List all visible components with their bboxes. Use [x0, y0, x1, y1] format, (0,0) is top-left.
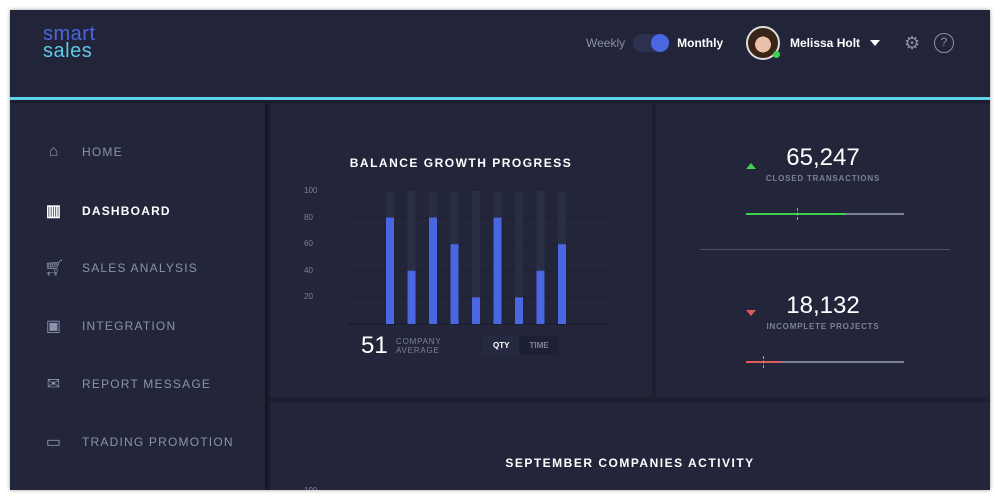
user-menu[interactable]: Melissa Holt: [746, 26, 881, 60]
trend-up-icon: [746, 163, 756, 169]
balance-chart: [348, 190, 610, 325]
weekly-label[interactable]: Weekly: [586, 36, 626, 50]
closed-progress-bar: [746, 208, 904, 220]
bar-track: [515, 191, 523, 324]
sidebar-item-label: SALES ANALYSIS: [82, 261, 198, 275]
incomplete-progress-bar: [746, 356, 904, 368]
logo[interactable]: smart sales: [43, 23, 96, 62]
tab-time[interactable]: TIME: [529, 341, 549, 350]
mail-icon: ✉: [46, 376, 62, 393]
sidebar-item-trading-promotion[interactable]: ▭ TRADING PROMOTION: [44, 432, 234, 452]
stat-incomplete-projects: 18,132 INCOMPLETE PROJECTS: [656, 292, 990, 331]
stat-label: INCOMPLETE PROJECTS: [766, 322, 880, 331]
app-window: smart sales Weekly Monthly Melissa Holt ⚙…: [10, 10, 990, 490]
sidebar-item-label: HOME: [82, 145, 123, 159]
bar[interactable]: [386, 217, 394, 324]
sidebar-item-label: REPORT MESSAGE: [82, 377, 212, 391]
online-status-dot: [773, 51, 780, 58]
cart-icon: 🛒︎: [44, 260, 66, 277]
switch-knob: [651, 34, 670, 52]
progress-fill: [746, 213, 846, 215]
bar[interactable]: [407, 270, 416, 324]
image-icon: ▣: [45, 318, 63, 335]
y-tick: 100: [304, 186, 318, 195]
sidebar-item-integration[interactable]: ▣ INTEGRATION: [44, 316, 176, 336]
bar[interactable]: [558, 244, 566, 324]
y-tick: 20: [304, 292, 313, 302]
sidebar-item-home[interactable]: ⌂ HOME: [44, 143, 123, 161]
activity-title: SEPTEMBER COMPANIES ACTIVITY: [505, 456, 755, 470]
bar[interactable]: [515, 297, 523, 324]
home-icon: ⌂: [48, 143, 60, 160]
caret-down-icon[interactable]: [870, 40, 881, 46]
label-line: AVERAGE: [396, 346, 440, 355]
trend-down-icon: [746, 310, 756, 316]
bar[interactable]: [472, 297, 480, 324]
sidebar-item-report-message[interactable]: ✉ REPORT MESSAGE: [44, 374, 211, 394]
bar-chart-icon: ▥: [45, 203, 63, 220]
sidebar-item-label: DASHBOARD: [82, 204, 171, 218]
target-marker: [796, 208, 798, 220]
stat-closed-transactions: 65,247 CLOSED TRANSACTIONS: [656, 144, 990, 183]
sidebar-item-label: TRADING PROMOTION: [82, 435, 234, 449]
monthly-label[interactable]: Monthly: [677, 36, 724, 50]
bar-track: [407, 191, 416, 324]
header: smart sales Weekly Monthly Melissa Holt ⚙…: [10, 10, 990, 100]
bar[interactable]: [450, 244, 459, 324]
divider: [700, 249, 950, 250]
user-name: Melissa Holt: [790, 36, 861, 50]
logo-line1: smart: [43, 23, 96, 45]
logo-line2: sales: [43, 40, 93, 62]
qty-time-toggle: QTY TIME: [483, 336, 559, 355]
sidebar-item-label: INTEGRATION: [82, 319, 177, 333]
stats-card: 65,247 CLOSED TRANSACTIONS 18,132 INCOMPLE…: [656, 104, 990, 397]
label-line: COMPANY: [396, 337, 442, 346]
company-average-label: COMPANY AVERAGE: [396, 337, 441, 355]
sidebar: ⌂ HOME ▥ DASHBOARD 🛒︎ SALES ANALYSIS ▣ INTEG…: [10, 103, 265, 490]
y-tick: 60: [304, 239, 313, 249]
avatar: [746, 26, 780, 60]
monitor-icon: ▭: [45, 434, 63, 451]
bar-track: [472, 191, 480, 324]
stat-value: 65,247: [786, 144, 860, 171]
period-toggle: Weekly Monthly: [586, 34, 723, 52]
activity-card: SEPTEMBER COMPANIES ACTIVITY 100: [270, 402, 990, 490]
bar[interactable]: [493, 217, 502, 324]
period-switch[interactable]: [633, 34, 670, 52]
sidebar-item-sales-analysis[interactable]: 🛒︎ SALES ANALYSIS: [44, 258, 198, 278]
bar[interactable]: [536, 270, 545, 324]
chart-title: BALANCE GROWTH PROGRESS: [349, 156, 573, 170]
bar-track: [536, 191, 545, 324]
gear-icon[interactable]: ⚙: [904, 33, 921, 53]
balance-growth-card: BALANCE GROWTH PROGRESS 100 80 60 40 20 51 C…: [270, 104, 652, 397]
target-marker: [763, 356, 765, 368]
y-tick: 100: [304, 486, 328, 490]
stat-label: CLOSED TRANSACTIONS: [765, 174, 881, 183]
company-average-value: 51: [361, 332, 388, 359]
stat-value: 18,132: [786, 292, 860, 319]
y-tick: 80: [304, 212, 313, 222]
help-icon[interactable]: ?: [934, 33, 954, 53]
sidebar-item-dashboard[interactable]: ▥ DASHBOARD: [44, 201, 171, 221]
bar[interactable]: [429, 217, 437, 324]
tab-qty[interactable]: QTY: [483, 336, 520, 355]
y-tick: 40: [304, 265, 313, 275]
